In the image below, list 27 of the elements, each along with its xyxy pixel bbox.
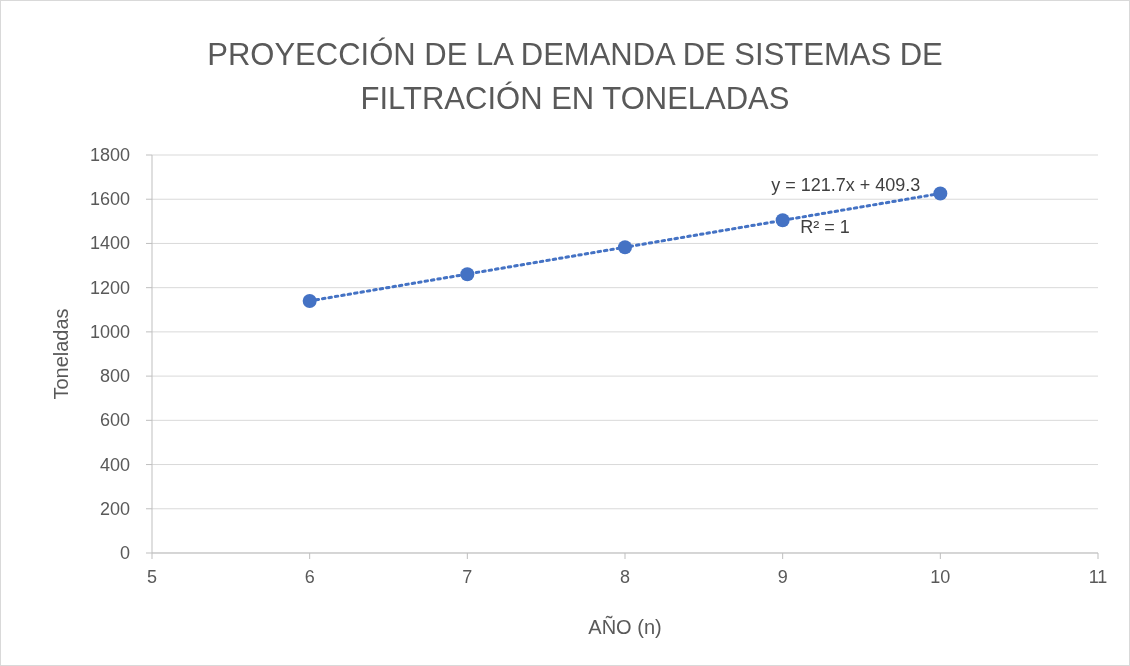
x-tick-label: 9 <box>777 567 788 587</box>
x-tick-label: 11 <box>1088 567 1108 587</box>
y-tick-label: 600 <box>99 410 130 431</box>
x-tick-label: 7 <box>462 567 473 587</box>
x-tick-label: 6 <box>304 567 315 587</box>
point <box>302 293 317 308</box>
x-tick-label: 8 <box>619 567 631 587</box>
y-tick-label: 1200 <box>89 277 130 298</box>
y-tick-label: 0 <box>119 543 130 563</box>
x-axis-title: AÑO (n) <box>588 615 662 638</box>
y-axis-title: Toneladas <box>50 308 72 400</box>
point <box>460 267 475 282</box>
y-tick-label: 1000 <box>89 321 130 342</box>
y-tick-label: 1600 <box>89 189 130 210</box>
y-tick-label: 400 <box>99 454 130 475</box>
x-tick-label: 5 <box>146 567 158 587</box>
annotation: y = 121.7x + 409.3 <box>771 175 921 196</box>
y-tick-label: 800 <box>99 366 130 387</box>
point <box>775 213 790 228</box>
annotation: R² = 1 <box>800 217 850 238</box>
x-tick-label: 10 <box>930 567 951 587</box>
point <box>933 186 948 201</box>
y-tick-label: 200 <box>99 498 130 519</box>
point <box>618 240 632 255</box>
y-tick-label: 1400 <box>89 233 130 254</box>
y-tick-label: 1800 <box>89 145 130 165</box>
chart-title: PROYECCIÓN DE LA DEMANDA DE SISTEMAS DE FILTRACIÓN EN TONELADAS <box>207 37 943 116</box>
